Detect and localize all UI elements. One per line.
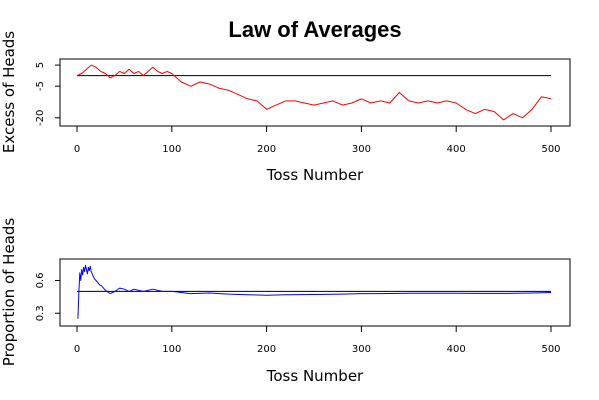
proportion-xtick-label-5: 500: [541, 344, 560, 355]
proportion-xtick-label-3: 300: [352, 344, 371, 355]
excess-xtick-label-5: 500: [541, 144, 560, 155]
excess-plot-frame: [59, 58, 571, 127]
excess-ytick-label-1: -5: [35, 81, 46, 91]
excess-xtick-label-1: 100: [162, 144, 181, 155]
excess-xtick-label-4: 400: [447, 144, 466, 155]
excess-xlabel: Toss Number: [266, 166, 364, 184]
proportion-panel: Proportion of Heads Toss Number 0 100 200 3…: [0, 218, 571, 385]
proportion-xtick-label-1: 100: [162, 344, 181, 355]
excess-xtick-label-2: 200: [257, 144, 276, 155]
proportion-ytick-label-0: 0.3: [35, 305, 46, 321]
proportion-xtick-label-4: 400: [447, 344, 466, 355]
excess-xtick-label-0: 0: [74, 144, 80, 155]
proportion-ylabel: Proportion of Heads: [0, 218, 18, 367]
excess-xtick-label-3: 300: [352, 144, 371, 155]
excess-ytick-label-2: -20: [35, 110, 46, 126]
excess-panel: Excess of Heads Toss Number 0 100 200 300 40…: [0, 31, 571, 184]
proportion-plot-frame: [59, 258, 571, 327]
proportion-ytick-label-1: 0.6: [35, 273, 46, 289]
excess-ylabel: Excess of Heads: [0, 31, 18, 153]
proportion-xlabel: Toss Number: [266, 367, 364, 385]
proportion-xtick-label-2: 200: [257, 344, 276, 355]
excess-ytick-label-0: 5: [35, 62, 46, 68]
proportion-series-line: [77, 264, 552, 319]
proportion-xtick-label-0: 0: [74, 344, 80, 355]
excess-series-line: [76, 64, 552, 121]
chart-title: Law of Averages: [228, 17, 401, 42]
